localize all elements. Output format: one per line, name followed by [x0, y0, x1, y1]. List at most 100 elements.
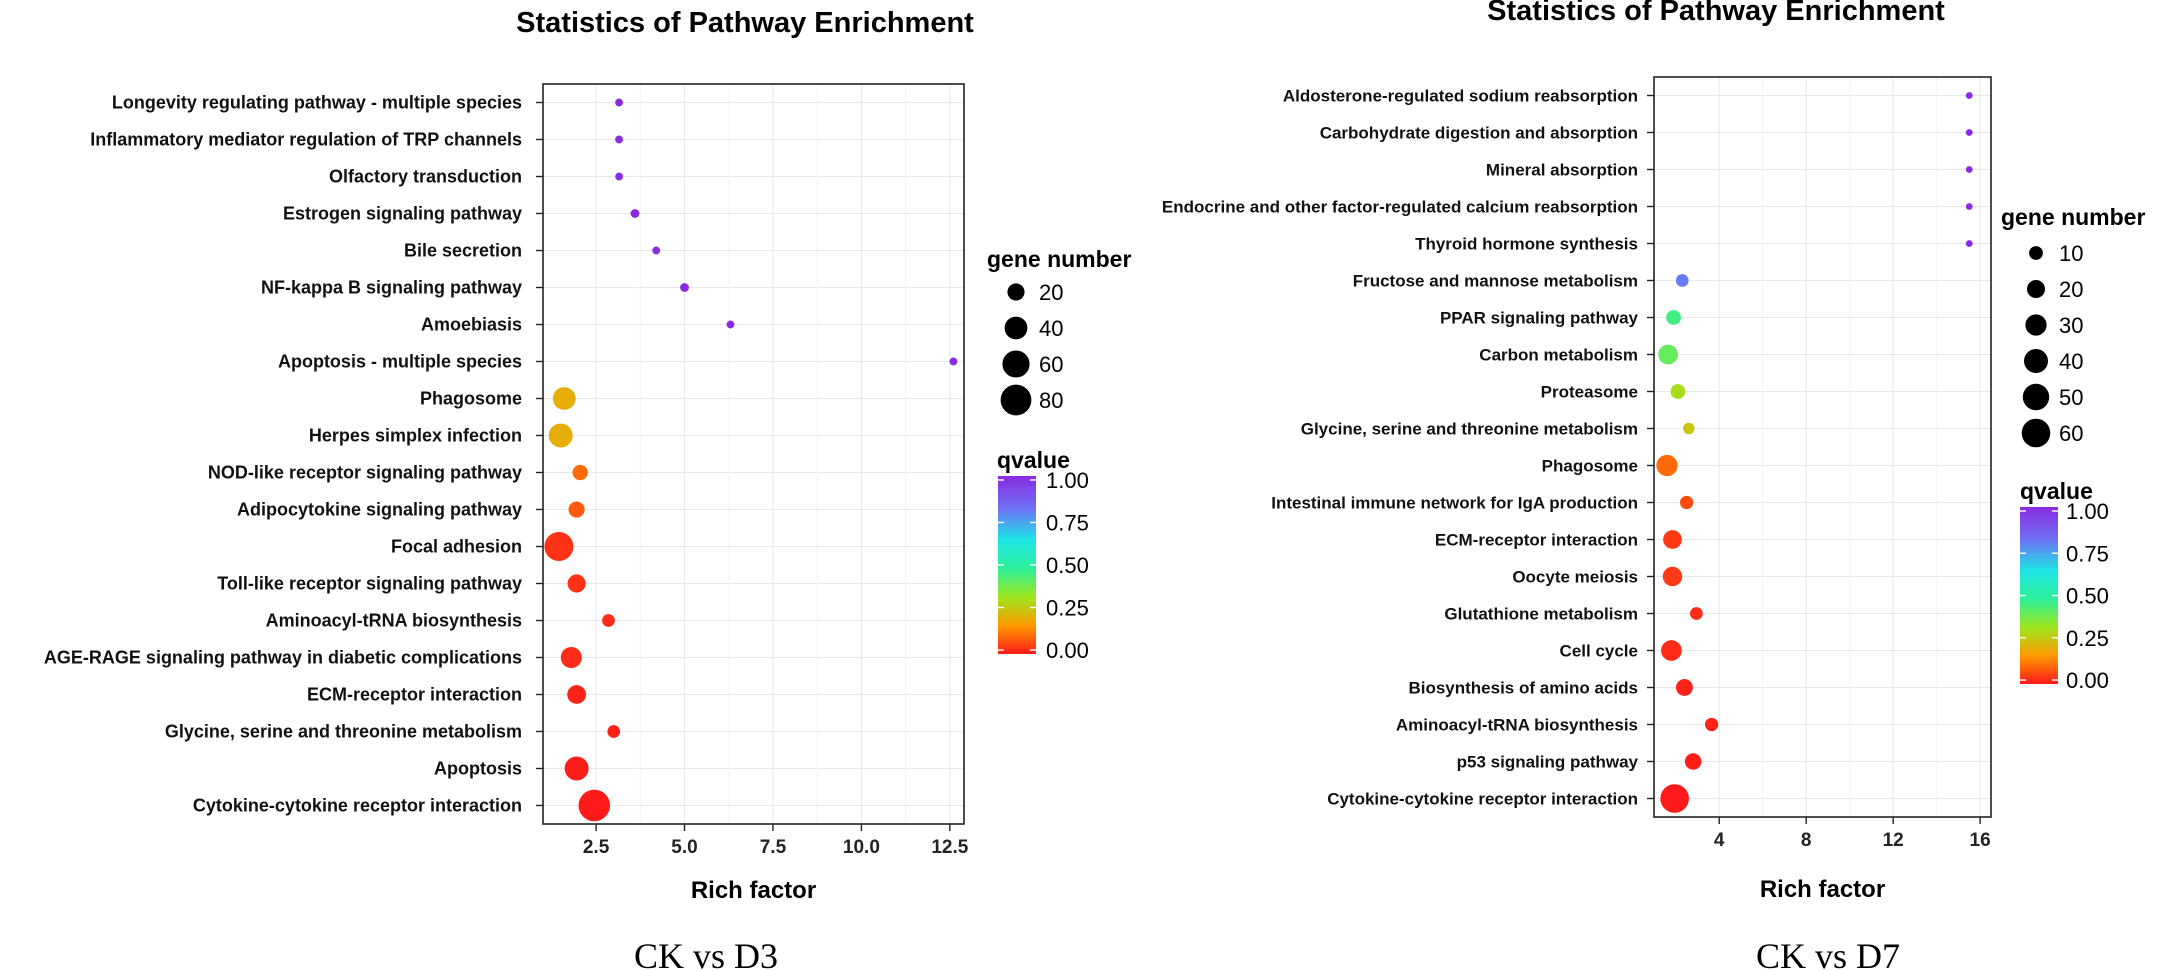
y-tick-label: Aminoacyl-tRNA biosynthesis: [266, 611, 522, 631]
y-tick-label: p53 signaling pathway: [1457, 753, 1639, 772]
y-tick-label: Endocrine and other factor-regulated cal…: [1162, 198, 1638, 217]
y-tick-label: Cytokine-cytokine receptor interaction: [1327, 790, 1638, 809]
data-point: [1666, 310, 1681, 325]
y-tick-label: Biosynthesis of amino acids: [1408, 679, 1638, 698]
color-legend-label: 0.75: [1046, 511, 1089, 536]
data-point: [680, 283, 689, 292]
size-legend-label: 10: [2059, 241, 2083, 266]
y-tick-label: Phagosome: [420, 389, 522, 409]
y-tick-label: Olfactory transduction: [329, 167, 522, 187]
color-legend-bar: [2020, 507, 2058, 684]
size-legend-dot: [1007, 283, 1025, 301]
color-legend-bar: [998, 476, 1036, 654]
chart-title: Statistics of Pathway Enrichment: [1487, 0, 1945, 27]
panel-caption: CK vs D7: [1756, 936, 1900, 971]
data-point: [1965, 203, 1973, 210]
color-legend-label: 0.50: [1046, 553, 1089, 578]
data-point: [567, 685, 587, 704]
y-tick-label: Fructose and mannose metabolism: [1353, 272, 1638, 291]
data-point: [544, 531, 574, 562]
x-tick-label: 2.5: [583, 837, 610, 858]
data-point: [552, 387, 576, 410]
data-point: [949, 357, 958, 366]
data-point: [1675, 274, 1689, 287]
color-legend-label: 1.00: [1046, 468, 1089, 493]
color-legend-title: qvalue: [2020, 478, 2093, 504]
data-point: [1684, 753, 1702, 770]
size-legend-dot: [2029, 246, 2043, 260]
size-legend-label: 60: [2059, 421, 2083, 446]
size-legend-dot: [2023, 348, 2049, 374]
y-tick-label: Apoptosis: [434, 759, 522, 779]
x-tick-label: 12: [1883, 830, 1904, 851]
color-legend-label: 0.00: [1046, 638, 1089, 663]
y-tick-label: Glycine, serine and threonine metabolism: [165, 722, 522, 742]
y-tick-label: ECM-receptor interaction: [1435, 531, 1638, 550]
data-point: [567, 574, 586, 593]
y-tick-label: Focal adhesion: [391, 537, 522, 557]
y-tick-label: Cytokine-cytokine receptor interaction: [193, 796, 522, 816]
data-point: [1663, 530, 1682, 549]
y-tick-label: Apoptosis - multiple species: [278, 352, 522, 372]
plot-border: [542, 83, 965, 825]
size-legend-dot: [2026, 279, 2046, 299]
plot-panel: [1654, 77, 1991, 817]
y-tick-label: NF-kappa B signaling pathway: [261, 278, 522, 298]
data-point: [1704, 717, 1719, 732]
data-point: [726, 320, 735, 329]
y-tick-label: Amoebiasis: [421, 315, 522, 335]
data-point: [1679, 495, 1694, 510]
data-point: [572, 464, 588, 481]
y-tick-label: Thyroid hormone synthesis: [1415, 235, 1638, 254]
data-point: [1965, 166, 1973, 173]
data-point: [1660, 784, 1689, 813]
y-tick-label: PPAR signaling pathway: [1440, 309, 1639, 328]
size-legend-title: gene number: [987, 246, 1131, 272]
x-tick-label: 12.5: [931, 837, 968, 858]
y-tick-label: Mineral absorption: [1486, 161, 1638, 180]
data-point: [578, 789, 611, 822]
y-tick-label: Inflammatory mediator regulation of TRP …: [90, 130, 522, 150]
x-tick-label: 16: [1970, 830, 1991, 851]
data-point: [1662, 566, 1683, 587]
color-legend-label: 0.50: [2066, 584, 2109, 609]
y-tick-label: NOD-like receptor signaling pathway: [208, 463, 522, 483]
plot-panel: [543, 84, 964, 824]
y-tick-label: Longevity regulating pathway - multiple …: [112, 93, 522, 113]
y-tick-label: Glutathione metabolism: [1444, 605, 1638, 624]
y-tick-label: Adipocytokine signaling pathway: [237, 500, 522, 520]
size-legend-label: 30: [2059, 313, 2083, 338]
data-point: [548, 423, 573, 448]
size-legend-label: 50: [2059, 385, 2083, 410]
data-point: [602, 614, 615, 627]
size-legend-dot: [1004, 316, 1028, 340]
y-tick-label: Estrogen signaling pathway: [283, 204, 522, 224]
y-tick-label: Phagosome: [1542, 457, 1638, 476]
size-legend-label: 60: [1039, 352, 1063, 377]
size-legend-label: 80: [1039, 388, 1063, 413]
data-point: [615, 135, 624, 144]
color-legend-label: 0.25: [2066, 626, 2109, 651]
data-point: [1965, 240, 1973, 247]
data-point: [1656, 454, 1678, 477]
y-tick-label: Proteasome: [1541, 383, 1638, 402]
data-point: [1690, 607, 1703, 620]
data-point: [1670, 384, 1686, 399]
x-axis-title: Rich factor: [1760, 876, 1885, 903]
data-point: [1683, 422, 1695, 435]
y-tick-label: Herpes simplex infection: [309, 426, 522, 446]
size-legend-title: gene number: [2001, 204, 2145, 230]
x-axis-title: Rich factor: [691, 877, 816, 904]
color-legend-label: 1.00: [2066, 499, 2109, 524]
data-point: [564, 756, 589, 781]
x-tick-label: 7.5: [760, 837, 787, 858]
size-legend-dot: [2021, 418, 2051, 448]
y-tick-label: AGE-RAGE signaling pathway in diabetic c…: [44, 648, 522, 668]
x-tick-label: 5.0: [671, 837, 697, 858]
y-tick-label: Intestinal immune network for IgA produc…: [1271, 494, 1638, 513]
data-point: [1965, 92, 1973, 99]
data-point: [615, 172, 624, 181]
size-legend-label: 20: [2059, 277, 2083, 302]
y-tick-label: Bile secretion: [404, 241, 522, 261]
